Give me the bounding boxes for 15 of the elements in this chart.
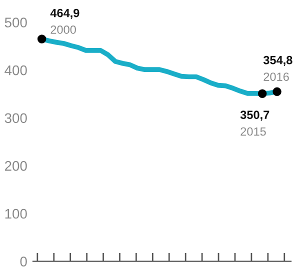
text: 464,9 [50, 8, 80, 19]
y-tick-label: 300 [4, 113, 27, 124]
annotation: 354,8 [263, 56, 292, 66]
y-tick-label: 200 [4, 161, 27, 171]
annotation: 2016 [264, 72, 289, 81]
point [258, 89, 267, 98]
annotation: 2015 [240, 127, 266, 136]
y-tick-label: 0 [20, 256, 27, 266]
y-tick-label: 400 [4, 65, 27, 76]
annotation: 2000 [50, 26, 76, 34]
point [37, 34, 46, 44]
annotation: 350,7 [240, 110, 270, 121]
y-tick-label: 100 [5, 208, 27, 219]
point [272, 87, 282, 96]
y-tick-label: 500 [4, 18, 27, 28]
